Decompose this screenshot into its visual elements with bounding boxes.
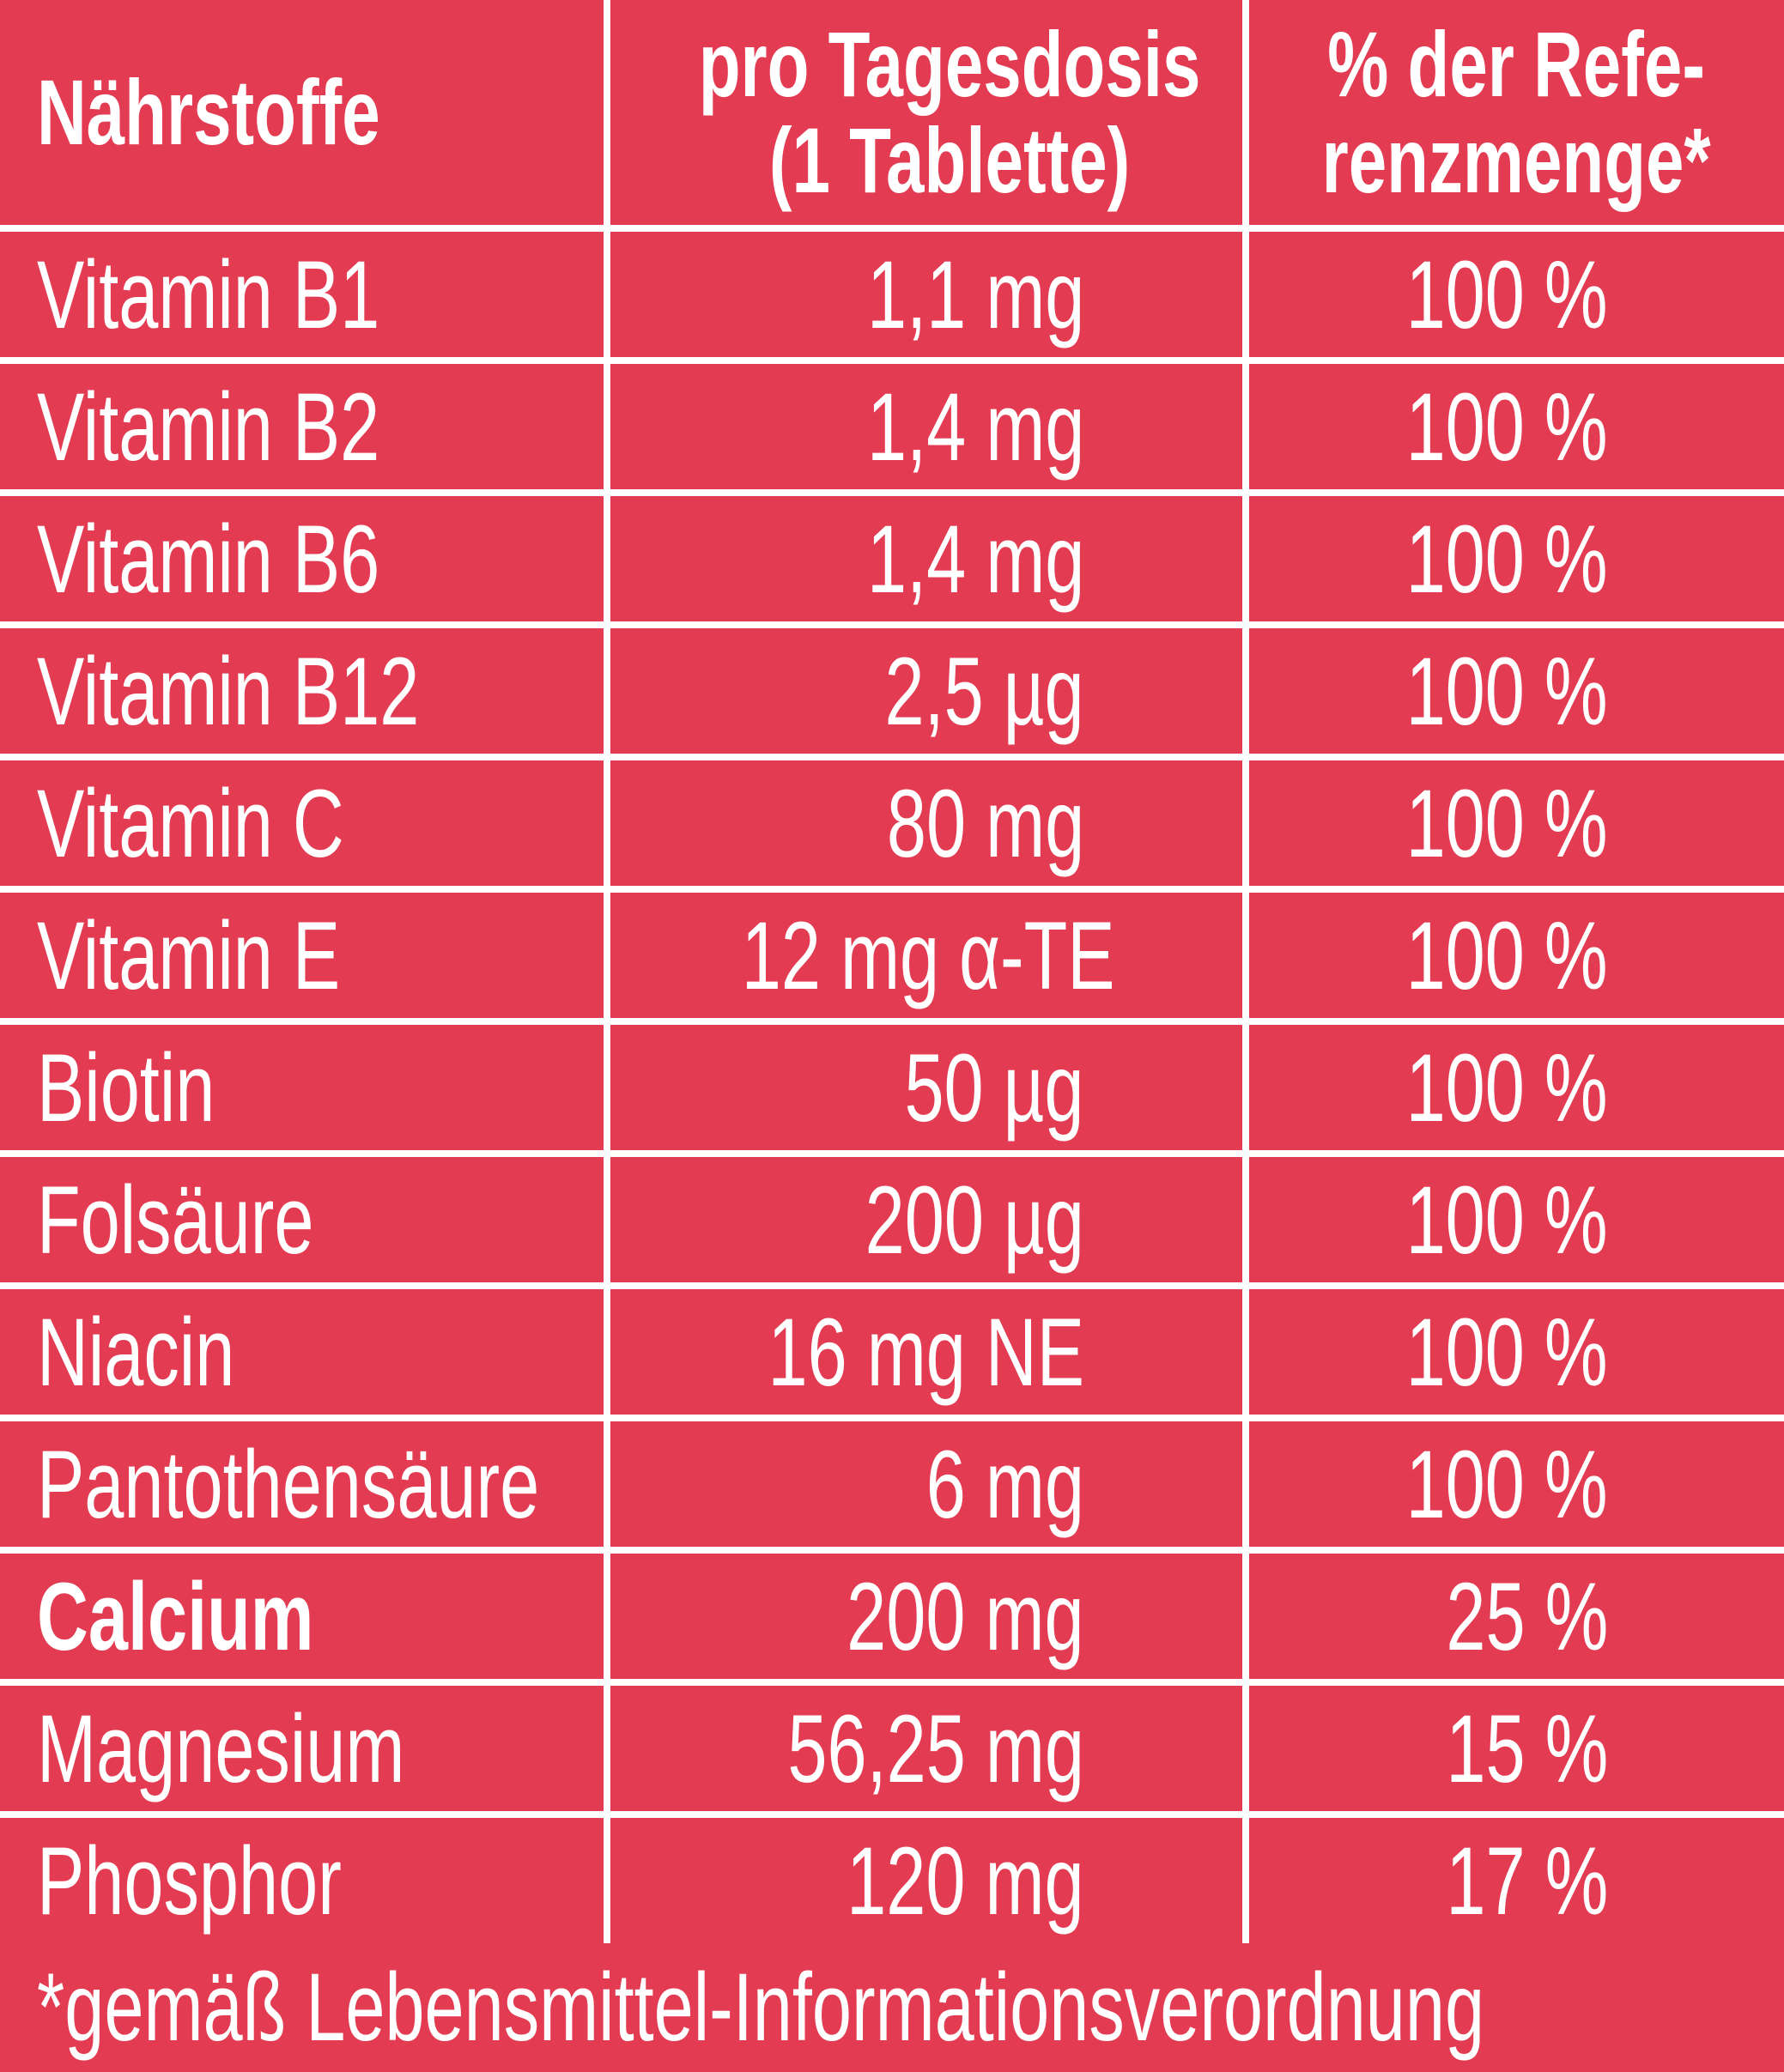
- reference-percent: 100 %: [1242, 1415, 1784, 1554]
- dose-value: 80 mg: [604, 754, 1249, 893]
- table-row: Vitamin B1 1,1 mg 100 %: [0, 225, 1784, 364]
- nutrition-table: Nährstoffe pro Tagesdosis (1 Tablette) % …: [0, 0, 1784, 1943]
- table-row: Vitamin E 12 mg α-TE 100 %: [0, 886, 1784, 1025]
- reference-percent: 100 %: [1242, 1018, 1784, 1157]
- reference-percent: 100 %: [1242, 357, 1784, 496]
- nutrient-name: Biotin: [0, 1018, 610, 1157]
- table-row: Pantothensäure 6 mg 100 %: [0, 1415, 1784, 1554]
- reference-percent: 100 %: [1242, 489, 1784, 628]
- dose-value: 50 µg: [604, 1018, 1249, 1157]
- reference-percent: 25 %: [1242, 1547, 1784, 1686]
- reference-percent: 100 %: [1242, 1282, 1784, 1421]
- reference-percent: 100 %: [1242, 621, 1784, 760]
- table-row: Vitamin B6 1,4 mg 100 %: [0, 489, 1784, 628]
- dose-value: 6 mg: [604, 1415, 1249, 1554]
- dose-value: 1,4 mg: [604, 489, 1249, 628]
- reference-percent: 100 %: [1242, 754, 1784, 893]
- header-row: Nährstoffe pro Tagesdosis (1 Tablette) % …: [0, 0, 1784, 232]
- dose-value: 2,5 µg: [604, 621, 1249, 760]
- nutrient-name: Pantothensäure: [0, 1415, 610, 1554]
- dose-value: 200 µg: [604, 1150, 1249, 1289]
- nutrient-name: Magnesium: [0, 1679, 610, 1818]
- nutrient-name: Vitamin B2: [0, 357, 610, 496]
- table-row: Biotin 50 µg 100 %: [0, 1018, 1784, 1157]
- dose-value: 200 mg: [604, 1547, 1249, 1686]
- header-nutrients: Nährstoffe: [0, 0, 610, 232]
- header-dose: pro Tagesdosis (1 Tablette): [604, 0, 1249, 232]
- table-row: Vitamin B2 1,4 mg 100 %: [0, 357, 1784, 496]
- reference-percent: 100 %: [1242, 1150, 1784, 1289]
- reference-percent: 100 %: [1242, 225, 1784, 364]
- footnote: *gemäß Lebensmittel-Informationsverordnu…: [37, 1954, 1485, 2061]
- table-row: Niacin 16 mg NE 100 %: [0, 1282, 1784, 1421]
- nutrient-name: Vitamin B12: [0, 621, 610, 760]
- dose-value: 1,1 mg: [604, 225, 1249, 364]
- dose-value: 16 mg NE: [604, 1282, 1249, 1421]
- nutrient-name: Phosphor: [0, 1811, 610, 1943]
- table-row: Folsäure 200 µg 100 %: [0, 1150, 1784, 1289]
- nutrient-name: Calcium: [0, 1547, 610, 1686]
- header-reference: % der Refe-renzmenge*: [1242, 0, 1784, 232]
- dose-value: 120 mg: [604, 1811, 1249, 1943]
- nutrient-name: Vitamin B6: [0, 489, 610, 628]
- nutrient-name: Niacin: [0, 1282, 610, 1421]
- nutrient-name: Vitamin B1: [0, 225, 610, 364]
- table-row: Vitamin C 80 mg 100 %: [0, 754, 1784, 893]
- dose-value: 1,4 mg: [604, 357, 1249, 496]
- reference-percent: 100 %: [1242, 886, 1784, 1025]
- nutrient-name: Vitamin E: [0, 886, 610, 1025]
- table-row: Phosphor 120 mg 17 %: [0, 1811, 1784, 1943]
- nutrient-name: Folsäure: [0, 1150, 610, 1289]
- table-row: Magnesium 56,25 mg 15 %: [0, 1679, 1784, 1818]
- reference-percent: 15 %: [1242, 1679, 1784, 1818]
- dose-value: 12 mg α-TE: [604, 886, 1249, 1025]
- table-row: Vitamin B12 2,5 µg 100 %: [0, 621, 1784, 760]
- nutrient-name: Vitamin C: [0, 754, 610, 893]
- table-row: Calcium 200 mg 25 %: [0, 1547, 1784, 1686]
- dose-value: 56,25 mg: [604, 1679, 1249, 1818]
- reference-percent: 17 %: [1242, 1811, 1784, 1943]
